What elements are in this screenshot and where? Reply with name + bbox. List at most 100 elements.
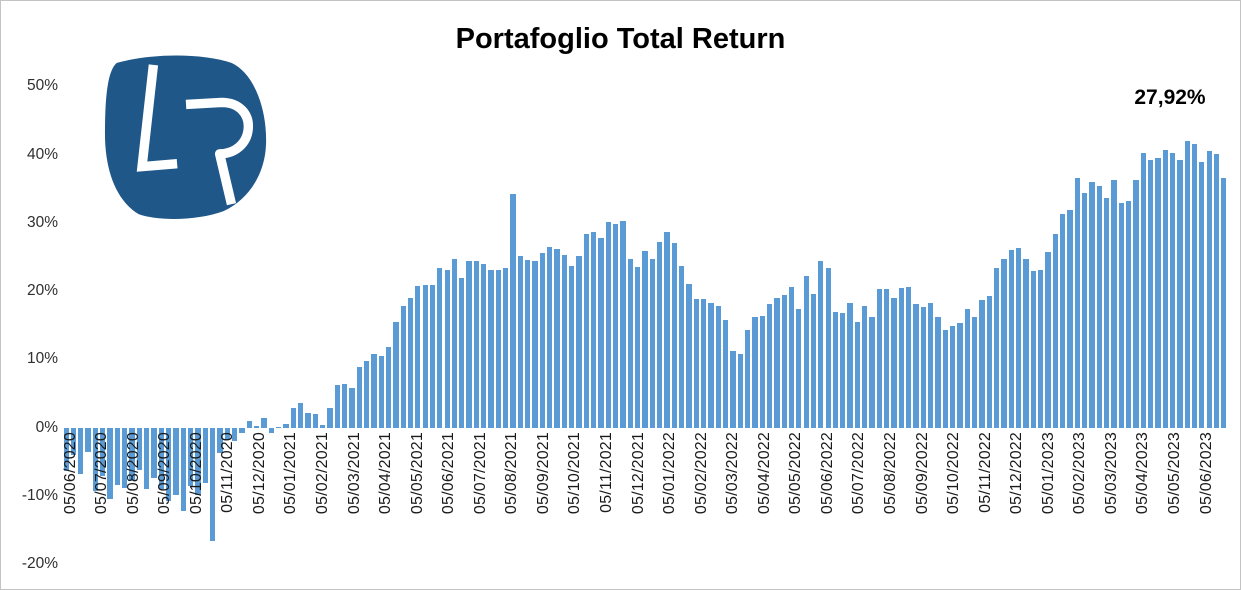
bar xyxy=(92,428,99,492)
bar xyxy=(1081,193,1088,428)
bar xyxy=(473,261,480,428)
bar xyxy=(1016,247,1022,428)
bar xyxy=(847,303,853,428)
bar xyxy=(1125,201,1132,428)
bar xyxy=(334,385,340,428)
bar xyxy=(876,288,883,428)
bar xyxy=(232,428,238,441)
x-tick-label: 05/05/2021 xyxy=(408,432,426,515)
bar xyxy=(700,299,707,428)
bar xyxy=(268,428,274,433)
bar xyxy=(151,428,157,478)
chart-title: Portafoglio Total Return xyxy=(455,23,786,55)
bar xyxy=(466,261,472,428)
bar xyxy=(774,297,780,428)
bar xyxy=(407,298,414,428)
bar xyxy=(539,252,546,428)
bar xyxy=(620,221,626,428)
x-tick-label: 05/11/2022 xyxy=(976,432,994,513)
bar xyxy=(210,428,216,541)
x-tick-label: 05/07/2020 xyxy=(93,432,111,515)
bar xyxy=(188,428,194,486)
x-tick-label: 05/03/2021 xyxy=(345,432,363,515)
x-tick-label: 05/02/2023 xyxy=(1071,432,1089,515)
bar xyxy=(371,354,377,428)
bar xyxy=(510,193,516,428)
bar xyxy=(275,426,282,428)
bar xyxy=(1177,159,1183,428)
bar xyxy=(78,428,84,474)
bar xyxy=(363,361,370,428)
bar xyxy=(517,256,524,428)
bar xyxy=(554,248,560,428)
bar xyxy=(1199,161,1205,428)
bar xyxy=(459,277,465,428)
bar xyxy=(627,258,633,428)
bar xyxy=(986,296,992,428)
bar xyxy=(730,350,736,428)
bar xyxy=(752,317,758,428)
bar xyxy=(85,428,91,452)
bar xyxy=(854,322,861,428)
bar xyxy=(444,270,450,428)
y-tick-label: 0% xyxy=(35,418,58,436)
x-tick-label: 05/12/2022 xyxy=(1008,432,1026,515)
bar xyxy=(451,259,458,428)
bar xyxy=(1067,210,1073,428)
y-tick-label: -10% xyxy=(21,486,58,504)
bar xyxy=(972,316,978,428)
bar xyxy=(1184,141,1190,428)
bar xyxy=(722,320,729,428)
bar xyxy=(1074,178,1080,428)
bar xyxy=(832,311,839,428)
x-tick-label: 05/06/2023 xyxy=(1197,432,1215,515)
bar xyxy=(180,428,187,512)
bar xyxy=(1023,258,1029,428)
x-tick-label: 05/03/2022 xyxy=(724,432,742,515)
bar xyxy=(964,309,971,428)
bar xyxy=(312,414,318,428)
bar xyxy=(744,330,751,428)
bar xyxy=(525,260,531,428)
bar xyxy=(818,260,824,428)
x-tick-label: 05/01/2023 xyxy=(1039,432,1057,515)
bar xyxy=(928,303,934,428)
x-tick-label: 05/08/2020 xyxy=(124,432,142,515)
x-tick-label: 05/11/2021 xyxy=(597,432,615,513)
bar xyxy=(583,234,589,428)
bar xyxy=(891,298,897,428)
bar xyxy=(246,421,252,428)
bar xyxy=(1045,251,1051,428)
y-tick-label: 20% xyxy=(26,282,58,299)
x-tick-label: 05/08/2021 xyxy=(503,432,521,515)
bar xyxy=(898,288,905,428)
bar xyxy=(605,221,611,428)
x-tick-label: 05/02/2021 xyxy=(313,432,331,515)
bar xyxy=(429,285,436,428)
bar xyxy=(920,307,927,428)
bar xyxy=(63,428,69,471)
lr-logo-letter-l-icon xyxy=(136,64,178,172)
bar xyxy=(957,322,963,428)
x-tick-label: 05/11/2020 xyxy=(219,432,237,513)
bar xyxy=(327,408,333,428)
bar xyxy=(1001,259,1007,428)
bar xyxy=(671,243,677,428)
bar xyxy=(107,428,113,499)
bar xyxy=(1206,150,1212,428)
bar xyxy=(869,316,875,428)
x-tick-label: 05/02/2022 xyxy=(692,432,710,515)
x-tick-label: 05/04/2023 xyxy=(1134,432,1152,515)
bar xyxy=(297,402,304,428)
bar xyxy=(319,425,326,428)
bar xyxy=(1147,160,1154,428)
bar xyxy=(788,287,795,428)
bar xyxy=(422,285,428,428)
x-tick-label: 05/07/2022 xyxy=(850,432,868,515)
bar xyxy=(173,428,179,495)
bar xyxy=(1096,185,1102,428)
bar xyxy=(1155,158,1161,428)
lr-logo-letter-r-icon xyxy=(185,97,253,206)
bar xyxy=(70,428,77,455)
bar xyxy=(1169,152,1176,428)
